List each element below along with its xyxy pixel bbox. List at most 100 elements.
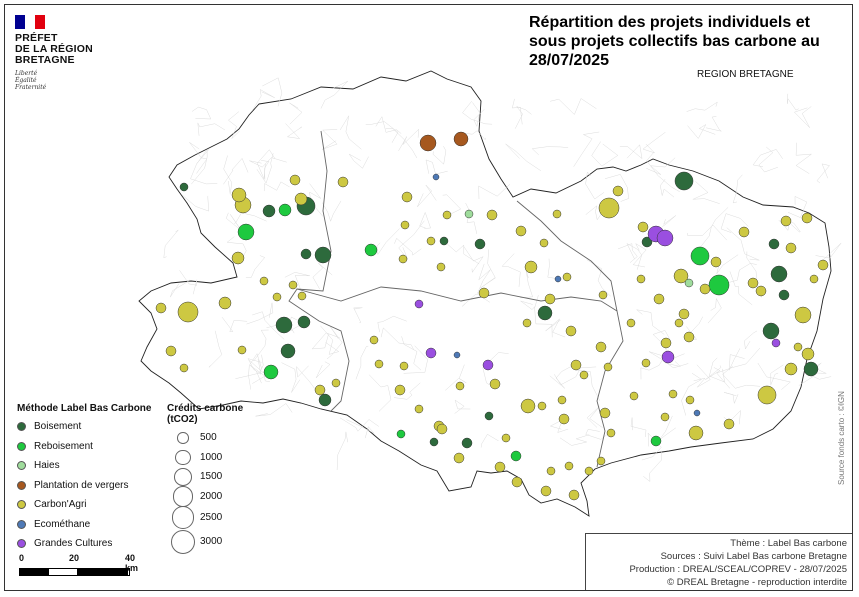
legend-methods: Méthode Label Bas Carbone Boisement Reboi… bbox=[17, 403, 151, 554]
size-label: 1500 bbox=[200, 471, 223, 482]
project-symbol bbox=[453, 351, 461, 359]
project-symbol bbox=[453, 131, 469, 147]
project-symbol bbox=[155, 302, 167, 314]
project-symbol bbox=[436, 262, 446, 272]
size-circle-icon bbox=[177, 432, 189, 444]
project-symbol bbox=[429, 437, 439, 447]
project-symbol bbox=[801, 212, 813, 224]
french-flag-icon bbox=[15, 15, 45, 29]
project-symbol bbox=[683, 331, 695, 343]
project-symbol bbox=[237, 345, 247, 355]
legend-size-row: 3000 bbox=[167, 529, 267, 555]
project-symbol bbox=[262, 204, 276, 218]
project-symbol bbox=[453, 452, 465, 464]
project-symbol bbox=[432, 173, 440, 181]
legend-method-list: Boisement Reboisement Haies Plantation de v… bbox=[17, 417, 151, 554]
legend-item-label: Reboisement bbox=[34, 440, 93, 452]
legend-swatch-icon bbox=[17, 539, 26, 549]
logo-line: BRETAGNE bbox=[15, 54, 75, 66]
info-production: Production : DREAL/SCEAL/COPREV - 28/07/… bbox=[629, 564, 847, 575]
project-symbol bbox=[486, 209, 498, 221]
legend-size-row: 1500 bbox=[167, 467, 267, 487]
project-symbol bbox=[374, 359, 384, 369]
project-symbol bbox=[425, 347, 437, 359]
project-symbol bbox=[690, 246, 710, 266]
project-symbol bbox=[598, 290, 608, 300]
motto-line: Liberté bbox=[15, 70, 38, 77]
project-symbol bbox=[524, 260, 538, 274]
project-symbol bbox=[598, 197, 620, 219]
project-symbol bbox=[364, 243, 378, 257]
legend-methods-title: Méthode Label Bas Carbone bbox=[17, 403, 152, 414]
project-symbol bbox=[693, 409, 701, 417]
project-symbol bbox=[394, 384, 406, 396]
project-symbol bbox=[626, 318, 636, 328]
project-symbol bbox=[275, 316, 293, 334]
legend-item: Grandes Cultures bbox=[17, 534, 151, 554]
project-symbol bbox=[688, 425, 704, 441]
project-symbol bbox=[414, 299, 424, 309]
project-symbol bbox=[439, 236, 449, 246]
project-symbol bbox=[674, 318, 684, 328]
project-symbol bbox=[442, 210, 452, 220]
project-symbol bbox=[684, 278, 694, 288]
project-symbol bbox=[288, 280, 298, 290]
size-circle-icon bbox=[171, 530, 195, 554]
project-symbol bbox=[653, 293, 665, 305]
scale-bar-graphic bbox=[19, 568, 130, 576]
legend-swatch-icon bbox=[17, 500, 26, 510]
legend-swatch-icon bbox=[17, 441, 26, 451]
project-symbol bbox=[474, 238, 486, 250]
info-copyright: © DREAL Bretagne - reproduction interdit… bbox=[667, 577, 847, 588]
project-symbol bbox=[461, 437, 473, 449]
project-symbol bbox=[455, 381, 465, 391]
project-symbol bbox=[606, 428, 616, 438]
region-label: REGION BRETAGNE bbox=[697, 69, 794, 80]
size-label: 500 bbox=[200, 432, 217, 443]
project-symbol bbox=[809, 274, 819, 284]
legend-item: Ecométhane bbox=[17, 515, 151, 535]
legend-item-label: Grandes Cultures bbox=[34, 538, 113, 550]
project-symbol bbox=[396, 429, 406, 439]
project-symbol bbox=[584, 466, 594, 476]
legend-size-list: 500 1000 1500 2000 2500 3000 bbox=[167, 428, 267, 555]
project-symbol bbox=[314, 246, 332, 264]
project-symbol bbox=[414, 404, 424, 414]
legend-swatch-icon bbox=[17, 519, 26, 529]
project-symbol bbox=[522, 318, 532, 328]
project-symbol bbox=[426, 236, 436, 246]
legend-size-row: 2500 bbox=[167, 506, 267, 529]
legend-item-label: Haies bbox=[34, 460, 60, 472]
project-symbol bbox=[552, 209, 562, 219]
project-symbol bbox=[540, 485, 552, 497]
project-symbol bbox=[436, 423, 448, 435]
project-symbol bbox=[494, 461, 506, 473]
map-canvas bbox=[138, 70, 842, 517]
project-symbol bbox=[817, 259, 829, 271]
project-symbol bbox=[738, 226, 750, 238]
project-symbol bbox=[768, 238, 780, 250]
project-symbol bbox=[612, 185, 624, 197]
legend-swatch-icon bbox=[17, 480, 26, 490]
legend-item: Boisement bbox=[17, 417, 151, 437]
legend-size-row: 2000 bbox=[167, 486, 267, 507]
project-symbol bbox=[537, 305, 553, 321]
legend-size-row: 1000 bbox=[167, 448, 267, 467]
size-circle-icon bbox=[174, 468, 192, 486]
project-symbol bbox=[723, 418, 735, 430]
commune-boundaries bbox=[163, 77, 842, 483]
project-symbol bbox=[482, 359, 494, 371]
project-symbol bbox=[708, 274, 730, 296]
project-symbol bbox=[231, 187, 247, 203]
prefet-logo: PRÉFET DE LA RÉGION BRETAGNE Liberté Éga… bbox=[15, 15, 125, 91]
size-label: 3000 bbox=[200, 536, 223, 547]
project-symbol bbox=[793, 342, 803, 352]
legend-item: Carbon'Agri bbox=[17, 495, 151, 515]
project-symbol bbox=[554, 275, 562, 283]
legend-item-label: Ecométhane bbox=[34, 518, 91, 530]
project-symbol bbox=[297, 291, 307, 301]
project-symbol bbox=[568, 489, 580, 501]
legend-sizes-title: Crédits carbone (tCO2) bbox=[167, 403, 244, 425]
project-symbol bbox=[771, 338, 781, 348]
legend-item-label: Plantation de vergers bbox=[34, 479, 129, 491]
